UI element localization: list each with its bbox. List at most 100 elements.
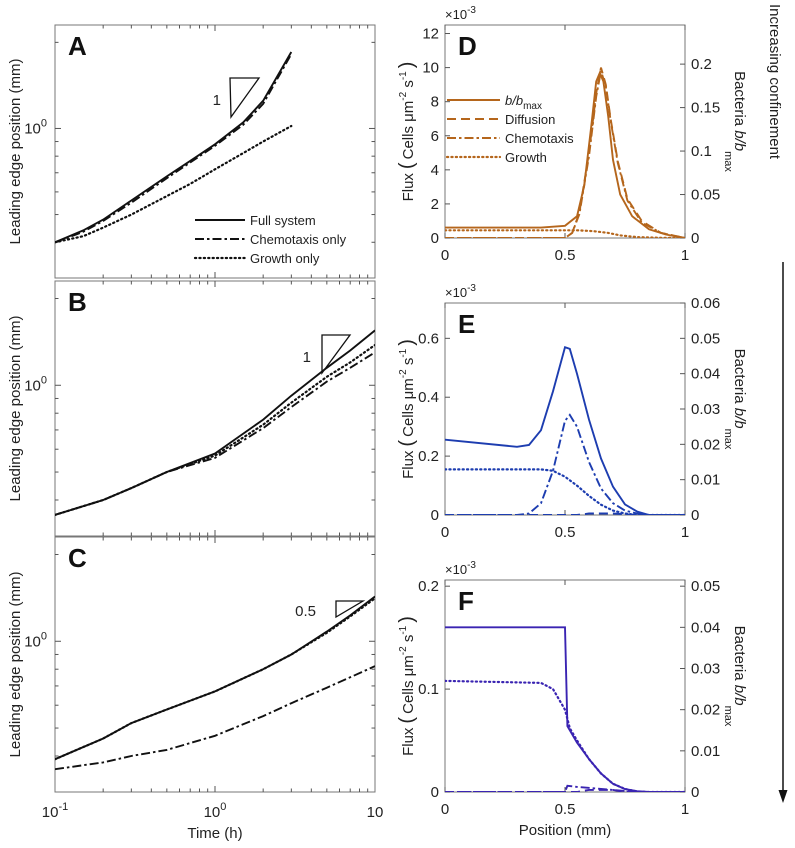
tick-exponent: 0: [41, 630, 47, 642]
multiplier-exponent: -3: [467, 283, 476, 294]
label-var: b/b: [731, 408, 748, 429]
label-text: Cells μm: [400, 101, 417, 160]
slope-triangle: [335, 600, 366, 619]
panel-letter: A: [68, 31, 87, 61]
x-tick-label: 0: [441, 524, 449, 541]
series-line-chemotaxis: [445, 413, 685, 515]
legend-label: Chemotaxis: [505, 131, 574, 146]
series-line-b-bmax: [445, 70, 685, 238]
tick-exponent: -1: [58, 801, 68, 813]
label-main: Bacteria: [731, 71, 748, 130]
side-label: Increasing confinement: [766, 4, 783, 160]
label-main: Flux: [400, 727, 417, 756]
y-right-axis-label: Bacteria b/bmax: [722, 626, 748, 727]
label-paren: ): [396, 616, 418, 623]
legend-label: Full system: [250, 213, 316, 228]
x-tick-label: 100: [204, 801, 227, 821]
label-main: Flux: [400, 450, 417, 479]
y-tick-label: 12: [422, 26, 439, 43]
legend-label: Growth: [505, 150, 547, 165]
y-axis-label: Flux (Cells μm-2 s-1): [396, 616, 418, 756]
legend-label: b/bmax: [505, 93, 542, 112]
series-line-diffusion: [445, 788, 685, 792]
y-right-tick-label: 0.03: [691, 661, 720, 678]
y-right-tick-label: 0.04: [691, 366, 720, 383]
y-tick-label: 8: [431, 94, 439, 111]
label-paren: (: [396, 440, 418, 447]
label-exponent: -2: [398, 646, 409, 655]
y-right-axis-label: Bacteria b/bmax: [722, 71, 748, 172]
label-subscript: max: [722, 151, 734, 172]
label-exponent: -1: [398, 71, 409, 80]
legend-label: Chemotaxis only: [250, 232, 347, 247]
axis-multiplier: ×10-3: [445, 5, 476, 22]
series-line-growth-only: [55, 124, 293, 244]
y-right-tick-label: 0: [691, 784, 699, 801]
label-text: Cells μm: [400, 378, 417, 437]
series-line-growth: [445, 679, 685, 792]
label-main: Bacteria: [731, 626, 748, 685]
panel-letter: F: [458, 586, 474, 616]
y-tick-label: 0.2: [418, 448, 439, 465]
multiplier-exponent: -3: [467, 560, 476, 571]
label-text: s: [400, 635, 417, 647]
panel-letter: D: [458, 31, 477, 61]
x-tick-label: 0.5: [555, 524, 576, 541]
slope-triangle: [229, 77, 261, 119]
y-tick-label: 100: [24, 117, 47, 137]
legend-label: Diffusion: [505, 112, 555, 127]
plot-frame: [444, 302, 686, 516]
label-main: Bacteria: [731, 349, 748, 408]
y-right-tick-label: 0.2: [691, 56, 712, 73]
series-line-chemotaxis-only: [55, 665, 375, 771]
series-line-growth-only: [55, 597, 375, 761]
confinement-indicator: Increasing confinement: [766, 4, 788, 803]
tick-base: 10: [367, 804, 384, 821]
y-right-tick-label: 0.15: [691, 100, 720, 117]
y-tick-label: 2: [431, 196, 439, 213]
x-tick-label: 0: [441, 801, 449, 818]
plot-frame: [444, 579, 686, 793]
label-paren: (: [396, 717, 418, 724]
y-tick-label: 0: [431, 784, 439, 801]
x-tick-label: 1: [681, 524, 689, 541]
y-tick-label: 4: [431, 162, 439, 179]
y-right-tick-label: 0.1: [691, 143, 712, 160]
slope-label: 1: [213, 92, 221, 109]
y-axis-label: Leading edge position (mm): [7, 572, 24, 758]
x-tick-label: 1: [681, 247, 689, 264]
tick-base: 10: [24, 377, 41, 394]
label-var: b/b: [731, 685, 748, 706]
arrow-head-icon: [778, 790, 788, 803]
y-right-tick-label: 0.05: [691, 578, 720, 595]
series-line-full-system: [55, 595, 375, 761]
label-subscript: max: [722, 706, 734, 727]
x-axis-label: Position (mm): [519, 822, 612, 839]
series-line-chemotaxis: [445, 70, 685, 238]
label-paren: (: [396, 162, 418, 169]
y-tick-label: 100: [24, 630, 47, 650]
series-line-full-system: [55, 329, 375, 516]
y-right-tick-label: 0.02: [691, 702, 720, 719]
axis-multiplier: ×10-3: [445, 283, 476, 300]
series-line-growth: [445, 468, 685, 515]
x-tick-label: 0: [441, 247, 449, 264]
panel-e: 0 0.5 100.20.40.600.010.020.030.040.050.06…: [396, 283, 748, 541]
x-tick-label: 10-1: [42, 801, 68, 821]
legend-label: Growth only: [250, 251, 320, 266]
multiplier-base: ×10: [445, 7, 467, 22]
y-tick-label: 6: [431, 128, 439, 145]
label-var: b/b: [731, 130, 748, 151]
y-right-tick-label: 0.02: [691, 436, 720, 453]
x-axis-label: Time (h): [187, 825, 242, 842]
tick-base: 10: [24, 633, 41, 650]
series-line-b-bmax: [445, 345, 685, 515]
y-right-tick-label: 0.04: [691, 619, 720, 636]
y-tick-label: 0: [431, 507, 439, 524]
y-tick-label: 0.2: [418, 578, 439, 595]
x-tick-label: 10: [367, 804, 384, 821]
series-line-diffusion: [445, 512, 685, 515]
panel-d: 0 0.5 102468101200.050.10.150.2×10-3Flux(C…: [396, 5, 748, 264]
slope-label: 1: [303, 349, 311, 366]
x-tick-label: 0.5: [555, 801, 576, 818]
